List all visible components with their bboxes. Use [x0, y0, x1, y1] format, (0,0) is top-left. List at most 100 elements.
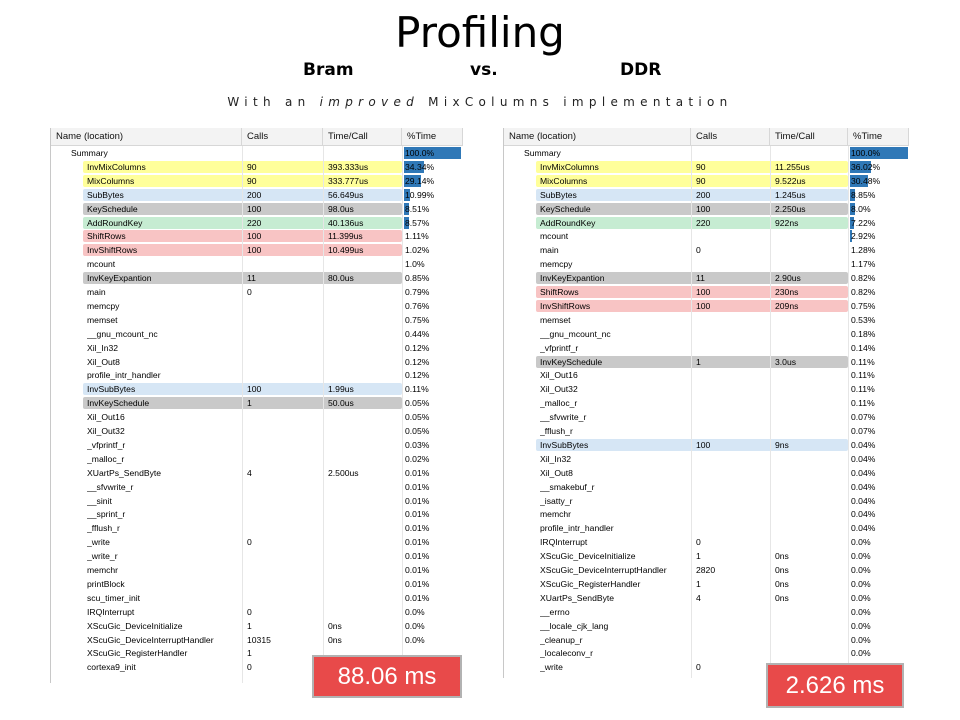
table-row[interactable]: mcount 2.92%: [504, 229, 909, 243]
row-time-per-call: [328, 410, 401, 424]
table-row[interactable]: _vfprintf_r 0.03%: [51, 438, 463, 452]
table-row[interactable]: Xil_Out32 0.05%: [51, 424, 463, 438]
column-divider: [848, 146, 849, 678]
table-row[interactable]: mcount 1.0%: [51, 257, 463, 271]
table-row[interactable]: _fflush_r 0.07%: [504, 424, 909, 438]
table-row[interactable]: IRQInterrupt 0 0.0%: [51, 605, 463, 619]
table-row[interactable]: memcpy 0.76%: [51, 299, 463, 313]
table-row[interactable]: Xil_Out8 0.12%: [51, 355, 463, 369]
percent-value: 0.0%: [851, 551, 871, 562]
row-calls: [696, 480, 769, 494]
table-row[interactable]: profile_intr_handler 0.12%: [51, 368, 463, 382]
column-header-name[interactable]: Name (location): [504, 128, 691, 145]
table-row[interactable]: Xil_Out8 0.04%: [504, 466, 909, 480]
row-calls: [247, 591, 322, 605]
row-percent-time: 0.53%: [850, 313, 908, 327]
row-calls: [696, 494, 769, 508]
table-row[interactable]: Xil_Out16 0.11%: [504, 368, 909, 382]
table-row[interactable]: XScuGic_DeviceInitialize 1 0ns 0.0%: [51, 619, 463, 633]
table-row[interactable]: cortexa9_init 0: [51, 660, 463, 674]
row-percent-time: 36.02%: [850, 160, 908, 174]
table-row[interactable]: memchr 0.04%: [504, 507, 909, 521]
row-name: _malloc_r: [540, 398, 578, 409]
table-row[interactable]: __smakebuf_r 0.04%: [504, 480, 909, 494]
table-row[interactable]: printBlock 0.01%: [51, 577, 463, 591]
row-name: XScuGic_RegisterHandler: [540, 578, 641, 589]
table-row[interactable]: main 0 0.79%: [51, 285, 463, 299]
table-row[interactable]: XScuGic_DeviceInitialize 1 0ns 0.0%: [504, 549, 909, 563]
row-percent-time: 0.01%: [404, 577, 461, 591]
row-time-per-call: 2.250us: [775, 203, 806, 214]
percent-value: 0.0%: [405, 634, 425, 645]
row-percent-time: 0.0%: [850, 577, 908, 591]
table-row[interactable]: _write 0 0.01%: [51, 535, 463, 549]
row-name: _fflush_r: [540, 426, 573, 436]
table-row[interactable]: Xil_In32 0.04%: [504, 452, 909, 466]
table-row[interactable]: XUartPs_SendByte 4 0ns 0.0%: [504, 591, 909, 605]
column-header-calls[interactable]: Calls: [691, 128, 770, 145]
column-header-time-per-call[interactable]: Time/Call: [323, 128, 402, 145]
column-header-percent-time[interactable]: %Time: [402, 128, 463, 145]
table-row[interactable]: __gnu_mcount_nc 0.44%: [51, 327, 463, 341]
table-row[interactable]: memset 0.75%: [51, 313, 463, 327]
subtitle-part-1: With an: [227, 95, 320, 109]
row-time-per-call: 922ns: [775, 217, 799, 228]
table-row[interactable]: _fflush_r 0.01%: [51, 521, 463, 535]
column-header-calls[interactable]: Calls: [242, 128, 323, 145]
table-row[interactable]: XScuGic_RegisterHandler 1 0ns 0.0%: [504, 577, 909, 591]
table-row[interactable]: _write_r 0.01%: [51, 549, 463, 563]
table-row[interactable]: Xil_Out32 0.11%: [504, 382, 909, 396]
percent-value: 0.12%: [405, 356, 430, 367]
table-row[interactable]: profile_intr_handler 0.04%: [504, 521, 909, 535]
row-percent-time: 0.04%: [850, 480, 908, 494]
row-time-per-call: [775, 243, 847, 257]
table-row[interactable]: Xil_Out16 0.05%: [51, 410, 463, 424]
row-name: profile_intr_handler: [540, 523, 614, 534]
table-row[interactable]: _isatty_r 0.04%: [504, 494, 909, 508]
table-row[interactable]: __sprint_r 0.01%: [51, 507, 463, 521]
table-row[interactable]: _cleanup_r 0.0%: [504, 633, 909, 647]
row-calls: 1: [247, 620, 252, 631]
percent-value: 0.0%: [851, 565, 871, 575]
table-row[interactable]: XScuGic_DeviceInterruptHandler 2820 0ns 0.0…: [504, 563, 909, 577]
table-row[interactable]: __sfvwrite_r 0.07%: [504, 410, 909, 424]
table-row[interactable]: _localeconv_r 0.0%: [504, 646, 909, 660]
column-header-percent-time[interactable]: %Time: [848, 128, 909, 145]
table-row[interactable]: __sinit 0.01%: [51, 494, 463, 508]
table-row[interactable]: __errno 0.0%: [504, 605, 909, 619]
percent-value: 0.12%: [405, 342, 430, 353]
table-row[interactable]: memchr 0.01%: [51, 563, 463, 577]
percent-value: 0.79%: [405, 287, 430, 297]
row-percent-time: 0.0%: [404, 605, 461, 619]
table-row[interactable]: memcpy 1.17%: [504, 257, 909, 271]
table-row[interactable]: Summary 100.0%: [504, 146, 909, 160]
table-row[interactable]: Summary 100.0%: [51, 146, 463, 160]
row-calls: 0: [696, 245, 701, 256]
table-row[interactable]: _malloc_r 0.02%: [51, 452, 463, 466]
table-row[interactable]: Xil_In32 0.12%: [51, 341, 463, 355]
table-row[interactable]: XUartPs_SendByte 4 2.500us 0.01%: [51, 466, 463, 480]
row-name: IRQInterrupt: [87, 606, 135, 617]
table-row[interactable]: __sfvwrite_r 0.01%: [51, 480, 463, 494]
row-name: XScuGic_DeviceInitialize: [540, 551, 636, 562]
table-row[interactable]: __gnu_mcount_nc 0.18%: [504, 327, 909, 341]
row-time-per-call: [775, 146, 847, 160]
time-share-bar: [850, 230, 852, 243]
table-row[interactable]: XScuGic_RegisterHandler 1: [51, 646, 463, 660]
table-row[interactable]: _malloc_r 0.11%: [504, 396, 909, 410]
row-calls: [696, 410, 769, 424]
column-header-time-per-call[interactable]: Time/Call: [770, 128, 848, 145]
row-percent-time: 34.34%: [404, 160, 461, 174]
table-row[interactable]: __locale_cjk_lang 0.0%: [504, 619, 909, 633]
table-row[interactable]: scu_timer_init 0.01%: [51, 591, 463, 605]
table-row[interactable]: IRQInterrupt 0 0.0%: [504, 535, 909, 549]
time-share-bar: [404, 160, 424, 173]
table-row[interactable]: memset 0.53%: [504, 313, 909, 327]
table-row[interactable]: _vfprintf_r 0.14%: [504, 341, 909, 355]
table-row[interactable]: XScuGic_DeviceInterruptHandler 10315 0ns 0.…: [51, 633, 463, 647]
table-row[interactable]: main 0 1.28%: [504, 243, 909, 257]
row-name: Xil_Out8: [87, 356, 120, 367]
time-share-bar: [850, 188, 856, 201]
row-calls: 1: [247, 398, 252, 409]
column-header-name[interactable]: Name (location): [51, 128, 242, 145]
